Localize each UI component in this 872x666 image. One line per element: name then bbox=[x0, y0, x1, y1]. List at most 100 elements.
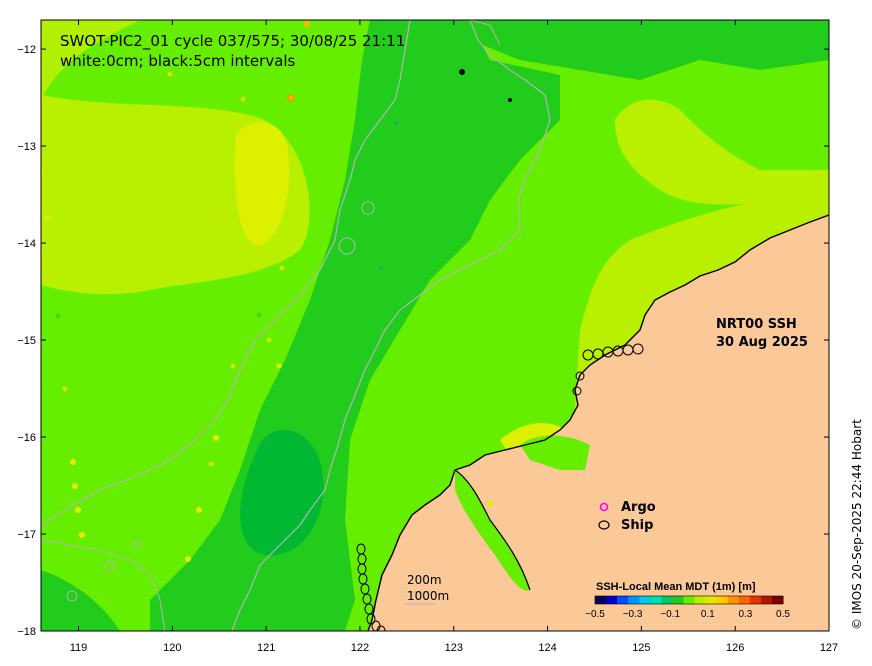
x-tick-label: 119 bbox=[70, 642, 88, 654]
colorbar-swatch bbox=[727, 596, 740, 604]
colorbar-swatch bbox=[628, 596, 640, 604]
contour-200m bbox=[299, 20, 551, 526]
product-line1: NRT00 SSH bbox=[716, 317, 797, 332]
shoal-contour bbox=[132, 539, 142, 549]
argo-float bbox=[240, 96, 246, 102]
argo-float bbox=[79, 532, 85, 538]
argo-float bbox=[262, 215, 268, 221]
depth-legend-1000m-label: 1000m bbox=[407, 589, 449, 603]
colorbar: SSH-Local Mean MDT (1m) [m] −0.5 −0.3 −0.1… bbox=[585, 581, 790, 620]
shoal-contour bbox=[361, 201, 375, 215]
x-tick-label: 126 bbox=[726, 642, 744, 654]
x-tick-label: 121 bbox=[257, 642, 275, 654]
argo-float bbox=[44, 215, 50, 221]
gulf-inlet bbox=[455, 470, 530, 591]
contour-1000m-south bbox=[231, 524, 301, 631]
argo-float bbox=[41, 168, 45, 174]
island bbox=[508, 98, 512, 102]
colorbar-tick-label: 0.3 bbox=[738, 609, 752, 620]
coastal-bay bbox=[520, 435, 590, 470]
argo-float bbox=[72, 483, 78, 489]
colorbar-swatch bbox=[716, 596, 729, 604]
colorbar-swatch bbox=[595, 596, 607, 604]
colorbar-tick-label: −0.1 bbox=[660, 609, 680, 620]
ssh-field-dark-patch bbox=[240, 430, 324, 556]
argo-float bbox=[55, 313, 61, 319]
colorbar-swatch bbox=[672, 596, 684, 604]
argo-float bbox=[230, 363, 236, 369]
colorbar-tick-label: −0.3 bbox=[623, 609, 643, 620]
marker-legend: Argo Ship bbox=[598, 500, 656, 533]
y-tick-label: −13 bbox=[17, 141, 36, 153]
ssh-field-nw-lime bbox=[41, 20, 140, 100]
argo-float bbox=[75, 507, 81, 513]
ssh-field-sw-patch bbox=[41, 570, 120, 631]
gulf-coastline bbox=[454, 469, 531, 591]
argo-float bbox=[62, 386, 68, 392]
colorbar-title: SSH-Local Mean MDT (1m) [m] bbox=[596, 581, 756, 593]
argo-float bbox=[304, 21, 310, 27]
title-line2: white:0cm; black:5cm intervals bbox=[60, 52, 296, 70]
argo-float bbox=[302, 363, 308, 369]
y-tick-label: −15 bbox=[17, 335, 36, 347]
colorbar-frame bbox=[594, 595, 784, 605]
colorbar-swatch bbox=[661, 596, 673, 604]
ship-legend-label: Ship bbox=[621, 518, 653, 533]
shoal-contour bbox=[338, 237, 356, 255]
argo-float bbox=[287, 94, 295, 102]
contour-1000m bbox=[41, 20, 411, 526]
colorbar-swatch bbox=[738, 596, 751, 604]
argo-float bbox=[213, 435, 219, 441]
ship-legend-marker bbox=[598, 520, 610, 530]
argo-float bbox=[266, 337, 272, 343]
shoal-contour bbox=[104, 560, 116, 572]
x-tick-label: 127 bbox=[820, 642, 838, 654]
argo-float bbox=[487, 500, 493, 506]
argo-float-markers bbox=[41, 21, 493, 562]
product-line2: 30 Aug 2025 bbox=[716, 335, 808, 350]
colorbar-tick-label: 0.1 bbox=[701, 609, 715, 620]
x-tick-label: 125 bbox=[632, 642, 650, 654]
ssh-field-ne-lime bbox=[615, 99, 829, 205]
colorbar-swatch bbox=[760, 596, 773, 604]
credit-text: © IMOS 20-Sep-2025 22:44 Hobart bbox=[850, 419, 864, 630]
argo-float bbox=[167, 71, 173, 77]
x-tick-label: 123 bbox=[445, 642, 463, 654]
argo-float bbox=[394, 121, 398, 125]
argo-float bbox=[256, 312, 262, 318]
argo-float bbox=[185, 556, 191, 562]
y-tick-label: −16 bbox=[17, 432, 36, 444]
argo-float bbox=[256, 239, 262, 245]
argo-float bbox=[379, 266, 383, 270]
coastline bbox=[367, 214, 829, 631]
argo-legend-label: Argo bbox=[621, 500, 656, 515]
contour-deep-sw bbox=[41, 539, 166, 631]
map-plot-area bbox=[41, 20, 829, 631]
title-line1: SWOT-PIC2_01 cycle 037/575; 30/08/25 21:… bbox=[60, 32, 405, 51]
colorbar-swatch bbox=[639, 596, 651, 604]
argo-float bbox=[70, 459, 76, 465]
colorbar-swatch bbox=[705, 596, 718, 604]
island bbox=[459, 69, 465, 75]
x-tick-label: 120 bbox=[163, 642, 181, 654]
colorbar-swatch bbox=[617, 596, 629, 604]
colorbar-tick-label: −0.5 bbox=[585, 609, 605, 620]
argo-float bbox=[279, 265, 285, 271]
ship-track bbox=[356, 343, 644, 631]
argo-float bbox=[196, 507, 202, 513]
argo-float bbox=[220, 215, 226, 221]
colorbar-swatch bbox=[606, 596, 618, 604]
colorbar-swatch bbox=[749, 596, 762, 604]
argo-float bbox=[208, 461, 214, 467]
argo-float bbox=[276, 363, 282, 369]
y-tick-label: −17 bbox=[17, 529, 36, 541]
colorbar-swatch bbox=[650, 596, 662, 604]
shoal-contour bbox=[66, 590, 78, 602]
argo-legend-marker bbox=[599, 502, 609, 512]
x-tick-label: 122 bbox=[351, 642, 369, 654]
depth-legend-200m-label: 200m bbox=[407, 573, 442, 587]
y-tick-label: −12 bbox=[17, 44, 36, 56]
x-axis: 119 120 121 122 123 124 125 126 127 bbox=[70, 20, 838, 654]
ssh-field-north-band bbox=[420, 20, 829, 80]
